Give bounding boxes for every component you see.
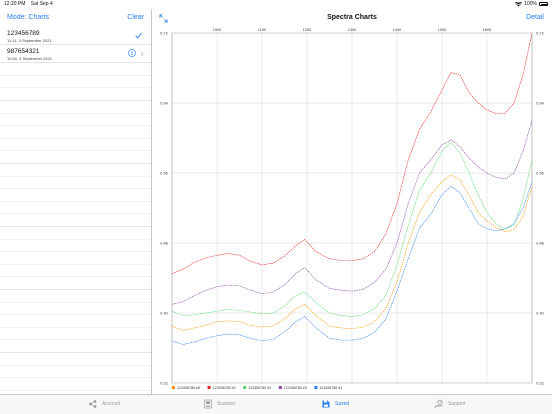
legend-label: 123456789 #1 <box>319 386 342 390</box>
item-title: 987654321 <box>7 48 40 55</box>
status-date: Sat Sep 4 <box>30 1 53 7</box>
info-icon[interactable] <box>128 49 136 57</box>
x-tick-label: 1200 <box>303 28 311 32</box>
wifi-icon <box>515 1 523 6</box>
detail-button[interactable]: Detail <box>526 14 544 21</box>
legend-label: 123456789 #3 <box>248 386 271 390</box>
x-tick-label: 1400 <box>393 28 401 32</box>
y-tick-label: 0.56 <box>160 172 167 176</box>
tab-scanner[interactable]: Scanner <box>203 399 236 409</box>
mode-button[interactable]: Mode: Charts <box>7 14 50 21</box>
checkmark-icon <box>135 32 142 39</box>
detail-title: Spectra Charts <box>327 14 377 21</box>
y-tick-label: 0.40 <box>160 312 167 316</box>
x-tick-label: 1500 <box>438 28 446 32</box>
sidebar-header: Mode: Charts Clear <box>0 9 151 27</box>
tab-label: Account <box>102 401 121 407</box>
y-tick-label: 0.32 <box>160 382 167 386</box>
y-tick-label: 0.64 <box>160 102 167 106</box>
item-timestamp: 10:50, 4 September 2021 <box>7 56 53 61</box>
series-line <box>171 32 533 274</box>
item-title: 123456789 <box>7 30 40 37</box>
tab-account[interactable]: Account <box>88 399 120 409</box>
tab-label: Scanner <box>217 401 236 407</box>
tab-saved[interactable]: Saved <box>321 399 349 409</box>
tab-label: Support <box>448 401 466 407</box>
y-tick-label-right: 0.64 <box>536 102 543 106</box>
chevron-right-icon <box>140 51 144 57</box>
detail-pane: Spectra Charts Detail 0.32 0.32 0.40 0.40 0.… <box>152 9 552 394</box>
saved-icon <box>322 400 330 408</box>
y-tick-label-right: 0.48 <box>536 242 543 246</box>
y-tick-label: 0.72 <box>160 32 167 36</box>
tab-bar: Account Scanner Saved Support <box>0 394 552 414</box>
legend-swatch <box>243 386 247 389</box>
y-tick-label: 0.48 <box>160 242 167 246</box>
battery-icon <box>539 2 548 6</box>
account-icon <box>89 400 97 408</box>
list-item[interactable]: 123456789 11:11, 4 September 2021 <box>0 27 151 45</box>
scan-list: 123456789 11:11, 4 September 2021 987654… <box>0 27 151 394</box>
scanner-icon <box>204 399 212 409</box>
legend-swatch <box>314 386 318 389</box>
x-tick-label: 1100 <box>258 28 266 32</box>
x-tick-label: 1600 <box>483 28 491 32</box>
y-tick-label-right: 0.56 <box>536 172 543 176</box>
spectra-chart: 0.32 0.32 0.40 0.40 0.48 0.48 0.56 0.56 0.64 0.64… <box>160 28 543 390</box>
sidebar: Mode: Charts Clear 123456789 11:11, 4 Se… <box>0 9 152 394</box>
x-tick-label: 1000 <box>213 28 221 32</box>
battery-percent: 100% <box>524 1 537 7</box>
series-line <box>171 120 533 305</box>
support-icon <box>434 399 443 408</box>
item-timestamp: 11:11, 4 September 2021 <box>7 38 52 43</box>
series-line <box>171 141 533 317</box>
status-left: 12:20 PM Sat Sep 4 <box>4 1 53 7</box>
status-right: 100% <box>515 1 548 7</box>
x-tick-label: 1300 <box>348 28 356 32</box>
expand-icon[interactable] <box>159 14 168 23</box>
legend-swatch <box>207 386 211 389</box>
legend-swatch <box>278 386 282 389</box>
y-tick-label-right: 0.72 <box>536 32 543 36</box>
list-item[interactable]: 987654321 10:50, 4 September 2021 <box>0 45 151 63</box>
status-time: 12:20 PM <box>4 1 26 7</box>
y-tick-label-right: 0.40 <box>536 312 543 316</box>
detail-header: Spectra Charts Detail <box>152 9 552 29</box>
legend-label: 123456789 #5 <box>177 386 200 390</box>
legend-label: 123456789 #2 <box>213 386 236 390</box>
y-tick-label-right: 0.32 <box>536 382 543 386</box>
tab-support[interactable]: Support <box>434 399 466 409</box>
tab-label: Saved <box>335 401 350 407</box>
series-line <box>171 181 533 345</box>
legend-swatch <box>172 386 175 389</box>
status-bar: 12:20 PM Sat Sep 4 100% <box>0 0 552 9</box>
legend-label: 123456789 #3 <box>284 386 307 390</box>
series-line <box>171 174 533 331</box>
clear-button[interactable]: Clear <box>127 14 144 21</box>
